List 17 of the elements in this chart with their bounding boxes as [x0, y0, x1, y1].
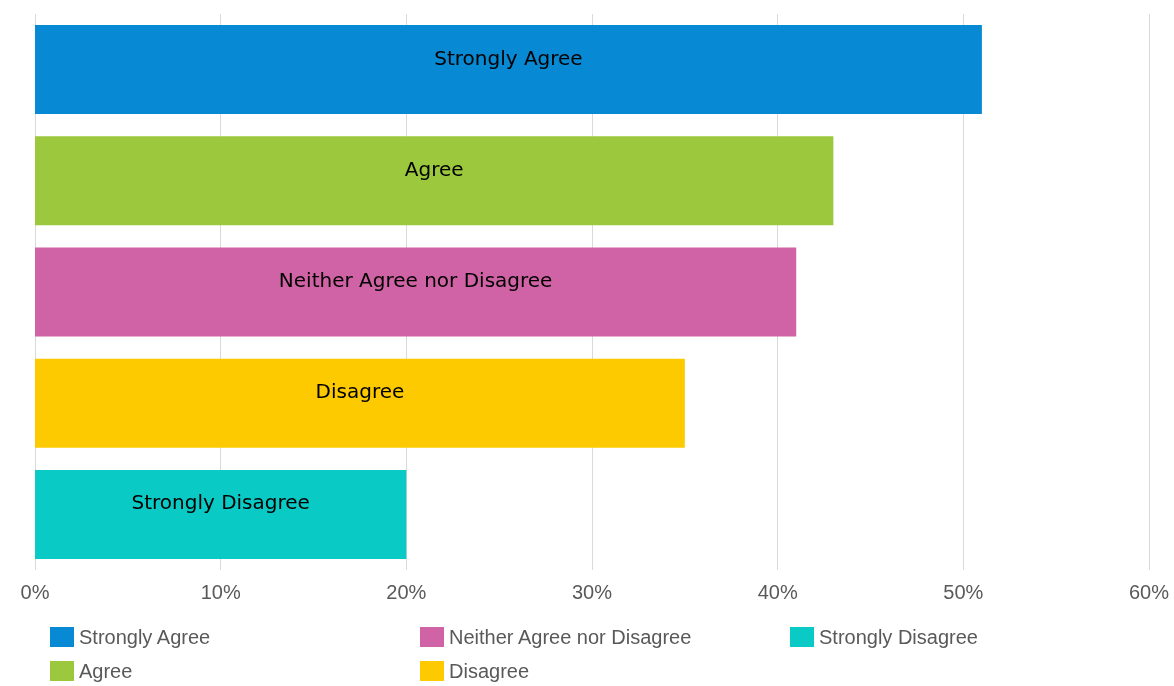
x-tick-label: 50% [943, 581, 984, 603]
x-tick-label: 20% [386, 581, 427, 603]
legend-label: Agree [79, 660, 133, 682]
text: Agree [404, 156, 464, 181]
x-tick-label: 30% [571, 581, 613, 603]
x-tick-label: 60% [1128, 581, 1170, 603]
legend-label: Disagree [449, 660, 530, 682]
legend-label: Strongly Disagree [819, 626, 978, 648]
text: Strongly Disagree [131, 490, 310, 515]
legend-label: Strongly Agree [79, 626, 211, 648]
x-tick-label: 10% [200, 581, 241, 603]
text: Neither Agree nor Disagree [278, 268, 553, 292]
x-tick-label: 0% [20, 581, 50, 603]
legend-label: Neither Agree nor Disagree [449, 626, 692, 648]
text: Disagree [315, 379, 405, 404]
text: Strongly Agree [434, 45, 583, 70]
x-tick-label: 40% [757, 581, 798, 603]
